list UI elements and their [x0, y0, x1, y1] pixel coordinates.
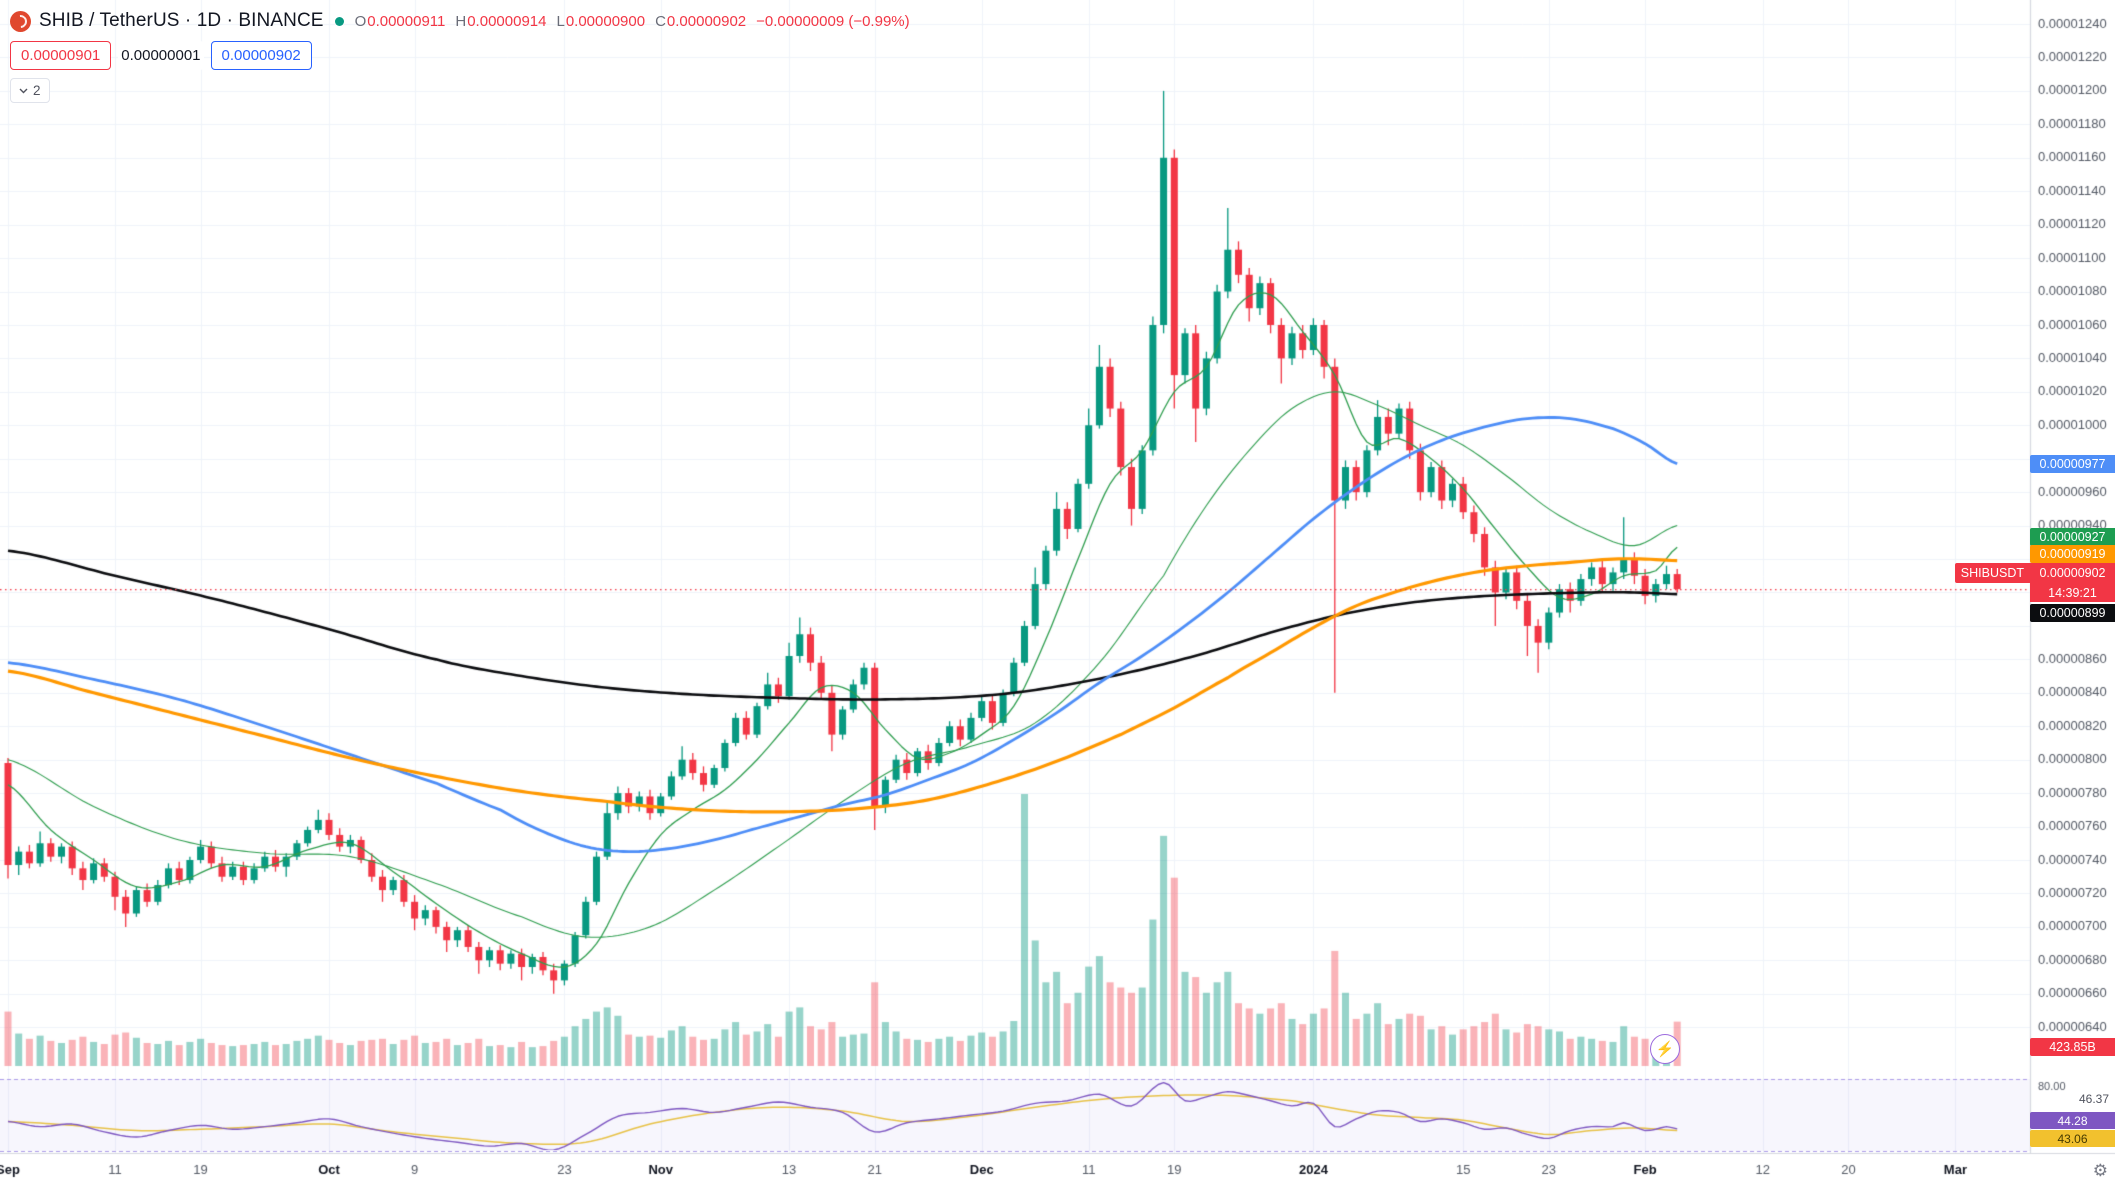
close-value: 0.00000902 [666, 12, 747, 30]
rsi-yellow-badge: 43.06 [2030, 1130, 2115, 1147]
market-status-dot [334, 16, 344, 26]
collapsed-indicators-count: 2 [33, 83, 41, 98]
chart-legend: SHIB / TetherUS · 1D · BINANCE O 0.000009… [10, 8, 910, 103]
open-value: 0.00000911 [367, 12, 446, 30]
buy-price-button[interactable]: 0.00000902 [210, 41, 312, 70]
gear-icon: ⚙ [2092, 1161, 2108, 1180]
blue-ma-price-badge: 0.00000977 [2030, 455, 2115, 473]
close-label: C [655, 12, 666, 30]
open-label: O [354, 12, 367, 30]
rsi-value-plain: 46.37 [2078, 1092, 2109, 1106]
sell-price-button[interactable]: 0.00000901 [10, 41, 112, 70]
high-value: 0.00000914 [467, 12, 547, 30]
high-label: H [455, 12, 467, 30]
axis-settings-button[interactable]: ⚙ [2093, 1161, 2108, 1181]
black-ma-price-badge: 0.00000899 [2030, 604, 2115, 622]
change-value: −0.00000009 (−0.99%) [756, 12, 910, 30]
lightning-icon: ⚡ [1655, 1041, 1675, 1058]
symbol-logo-icon [10, 10, 31, 32]
green-ma-price-badge: 0.00000927 [2030, 528, 2115, 546]
collapsed-indicators-toggle[interactable]: 2 [10, 78, 50, 103]
symbol-name-tag: SHIBUSDT [1954, 563, 2030, 583]
low-label: L [556, 12, 565, 30]
symbol-title[interactable]: SHIB / TetherUS · 1D · BINANCE [39, 10, 324, 31]
bar-countdown-badge: 14:39:21 [2030, 583, 2115, 602]
last-price-badge: 0.00000902 [2030, 563, 2115, 583]
low-value: 0.00000900 [565, 12, 646, 30]
chevron-down-icon [19, 88, 28, 93]
rsi-purple-badge: 44.28 [2030, 1112, 2115, 1129]
ohlc-values: O 0.00000911 H 0.00000914 L 0.00000900 C 0.0… [355, 13, 910, 30]
instant-order-button[interactable]: ⚡ [1650, 1034, 1680, 1064]
volume-badge: 423.85B [2030, 1038, 2115, 1056]
spread-value: 0.00000001 [118, 41, 204, 70]
orange-ma-price-badge: 0.00000919 [2030, 545, 2115, 563]
